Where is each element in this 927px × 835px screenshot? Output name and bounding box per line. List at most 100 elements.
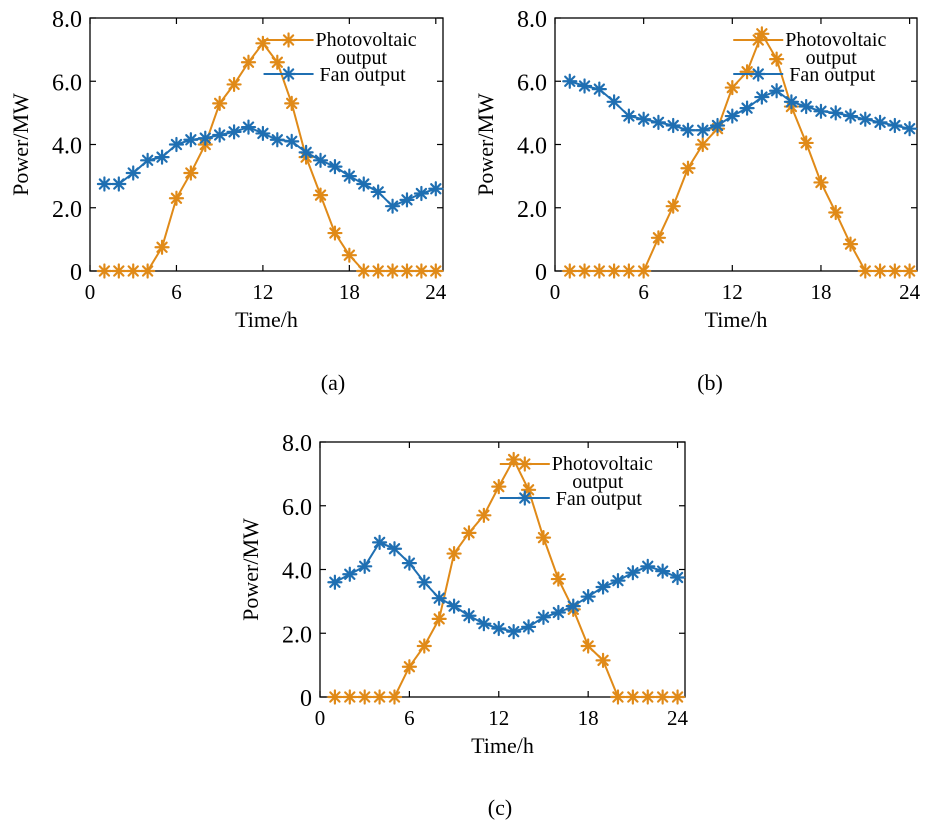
y-axis-label: Power/MW <box>238 518 263 621</box>
fan-output-point-stroke <box>199 132 211 144</box>
fan-output-point-stroke <box>403 557 416 569</box>
fan-output-point-stroke <box>830 107 842 119</box>
x-tick-label: 24 <box>899 280 921 304</box>
fan-output-point-stroke <box>682 124 694 136</box>
pv-output-point <box>416 638 432 654</box>
fan-output-point-stroke <box>627 566 639 579</box>
x-tick-label: 12 <box>488 706 509 730</box>
fan-output-point <box>197 130 213 146</box>
pv-output-point-stroke <box>448 547 460 560</box>
pv-output-point-stroke <box>478 509 490 522</box>
x-tick-label: 24 <box>667 706 689 730</box>
fan-output-point-stroke <box>667 119 679 132</box>
legend-fan-marker-stroke <box>752 68 764 80</box>
fan-output-point <box>887 117 903 134</box>
fan-output-point <box>386 541 403 557</box>
pv-output-point <box>621 263 637 279</box>
pv-output-point-stroke <box>667 200 679 212</box>
fan-output-point-stroke <box>170 138 183 151</box>
pv-output-point-stroke <box>127 265 139 277</box>
pv-output-point-stroke <box>770 53 783 65</box>
pv-output-point-stroke <box>552 573 565 585</box>
y-tick-label: 6.0 <box>282 495 312 521</box>
pv-output-point <box>327 689 343 705</box>
fan-output-point <box>680 122 696 138</box>
fan-output-point-stroke <box>903 122 916 135</box>
fan-output-point <box>595 579 611 595</box>
legend-fan-marker <box>750 66 766 82</box>
x-axis-label: Time/h <box>471 733 534 758</box>
pv-output-point <box>386 689 403 705</box>
x-axis-label: Time/h <box>705 307 768 332</box>
fan-output-point-stroke <box>98 178 111 190</box>
pv-output-point <box>342 689 358 705</box>
fan-output-point <box>872 114 888 130</box>
fan-output-point <box>491 620 507 637</box>
pv-output-point <box>428 263 444 279</box>
fan-output-point <box>342 566 358 582</box>
fan-output-point <box>431 590 447 606</box>
pv-output-point-stroke <box>582 640 594 652</box>
pv-output-point-stroke <box>271 56 284 68</box>
y-tick-label: 8.0 <box>52 7 82 33</box>
pv-output-point <box>96 263 113 279</box>
fan-output-point <box>709 117 726 134</box>
fan-output-point <box>212 127 228 143</box>
y-tick-label: 0 <box>300 686 312 712</box>
legend-fan-marker <box>517 490 533 506</box>
fan-output-point <box>416 574 432 590</box>
x-tick-label: 18 <box>339 280 360 304</box>
fan-output-point <box>401 555 417 571</box>
fan-output-point <box>640 558 656 574</box>
pv-output-point <box>636 263 652 279</box>
legend-fan-marker <box>280 66 297 82</box>
fan-output-point <box>255 125 271 142</box>
fan-output-point <box>828 105 844 121</box>
fan-output-point-stroke <box>343 170 356 182</box>
fan-output-point-stroke <box>493 622 505 635</box>
fan-output-point <box>769 83 785 99</box>
fan-output-point-stroke <box>608 96 620 108</box>
fan-output-point <box>140 152 156 168</box>
pv-output-point <box>595 652 611 668</box>
y-axis-label: Power/MW <box>473 93 498 196</box>
fan-output-point-stroke <box>372 186 384 198</box>
pv-output-point <box>384 263 401 279</box>
fan-output-point-stroke <box>127 167 139 179</box>
fan-output-point-stroke <box>671 571 684 584</box>
pv-output-point <box>828 204 844 221</box>
panel-caption: (c) <box>488 795 512 820</box>
fan-output-point-stroke <box>800 100 812 113</box>
pv-output-point-stroke <box>507 453 520 466</box>
fan-output-point <box>384 198 401 214</box>
fan-output-point-stroke <box>652 116 665 129</box>
pv-output-point <box>606 263 622 279</box>
y-axis-label: Power/MW <box>8 93 33 196</box>
fan-output-point <box>399 192 415 208</box>
fan-output-point-stroke <box>113 178 125 190</box>
fan-output-point <box>327 574 343 590</box>
pv-output-point <box>111 263 127 279</box>
fan-output-point <box>739 100 755 116</box>
legend-pv-label-line2: output <box>806 47 858 69</box>
fan-output-point <box>783 94 800 110</box>
fan-output-point-stroke <box>388 543 401 555</box>
pv-output-point-stroke <box>597 654 609 667</box>
pv-output-point-stroke <box>170 192 183 204</box>
legend-pv-marker <box>750 32 766 48</box>
pv-output-point <box>399 263 415 279</box>
fan-output-point-stroke <box>889 119 901 132</box>
x-tick-label: 18 <box>810 280 831 304</box>
fan-output-point <box>606 94 622 110</box>
fan-output-point-stroke <box>271 134 284 146</box>
pv-output-point <box>212 95 228 111</box>
x-tick-label: 18 <box>578 706 599 730</box>
pv-output-point <box>842 236 859 252</box>
pv-output-point-stroke <box>800 137 812 149</box>
pv-output-point <box>140 263 156 279</box>
plot-frame <box>89 17 444 272</box>
fan-output-point <box>842 108 859 124</box>
fan-output-point <box>461 608 477 624</box>
fan-output-line <box>334 541 678 633</box>
